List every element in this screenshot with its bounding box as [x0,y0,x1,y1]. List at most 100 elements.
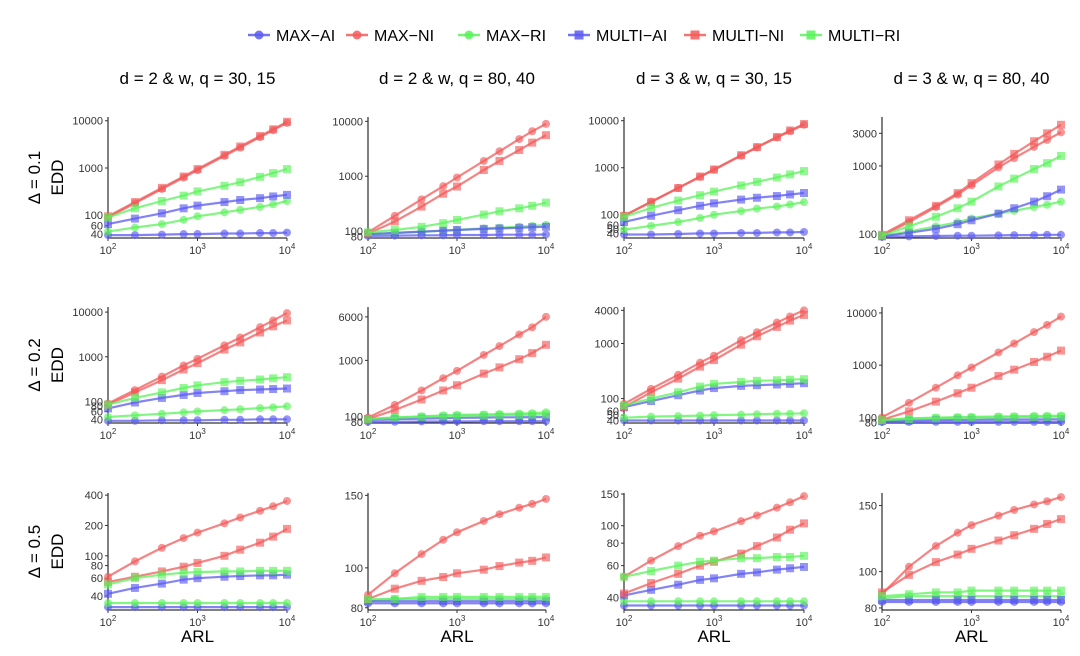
data-point [696,411,705,420]
data-point [157,376,166,385]
data-point [256,194,265,203]
data-point [528,127,537,136]
data-point [696,575,705,584]
data-point [236,415,245,424]
legend-label: MULTI−NI [712,28,784,45]
data-point [193,416,202,425]
x-tick-label: 102 [874,242,891,257]
legend-marker-square [690,30,700,40]
y-tick-label: 80 [91,401,103,413]
data-point [104,227,112,236]
data-point [967,179,976,188]
series-line [107,569,287,586]
data-point [236,567,245,576]
data-point [390,217,399,226]
data-point [269,169,278,178]
data-point [283,228,291,237]
data-point [157,416,166,425]
data-point [786,564,795,573]
series-multi-ai [878,596,1065,605]
data-point [696,201,705,210]
series-max-ni [104,496,291,581]
data-point [453,381,461,390]
data-point [647,585,656,594]
data-point [157,230,166,239]
x-tick-label: 103 [189,427,206,442]
y-axis-title: EDD [48,160,67,196]
data-point [647,388,656,397]
data-point [390,584,399,593]
data-point [453,592,461,601]
data-point [515,230,524,239]
data-point [967,197,976,206]
data-point [1043,230,1052,239]
data-point [439,182,448,191]
data-point [786,316,795,325]
data-point [283,316,291,325]
data-point [283,165,291,174]
data-point [953,588,962,597]
data-point [515,135,524,144]
data-point [193,381,202,390]
data-point [696,382,705,391]
data-point [256,415,265,424]
series-max-ri [620,409,808,422]
data-point [256,599,265,608]
row-label-delta: Δ = 0.5 [25,525,44,578]
data-point [104,589,112,598]
data-point [479,411,488,420]
data-point [479,224,488,233]
data-point [710,597,718,606]
data-point [256,571,265,580]
data-point [931,414,940,423]
data-point [994,596,1003,605]
series-line [367,316,547,419]
data-point [495,592,504,601]
series-line [881,131,1062,237]
data-point [453,215,461,224]
data-point [786,200,795,209]
data-point [904,398,913,407]
data-point [269,599,278,608]
y-tick-label: 400 [85,490,103,502]
data-point [737,181,746,190]
data-point [752,332,761,341]
data-point [495,562,504,571]
data-point [737,597,746,606]
x-tick-label: 104 [1053,242,1070,257]
data-point [752,554,761,563]
data-point [1010,231,1019,240]
y-tick-label: 3000 [853,128,877,140]
y-tick-label: 60 [91,406,103,418]
series-line [623,554,805,578]
data-point [236,376,245,385]
data-point [236,338,245,347]
data-point [439,592,448,601]
data-point [130,214,139,223]
data-point [179,562,188,571]
x-tick-label: 102 [360,427,377,442]
data-point [752,511,761,520]
data-point [130,204,139,213]
data-point [953,189,962,198]
data-point [417,597,426,606]
x-tick-label: 104 [279,427,296,442]
data-point [786,228,795,237]
x-axis-title: ARL [697,627,730,646]
data-point [528,556,537,565]
y-tick-label: 4000 [595,305,619,317]
x-tick-label: 104 [279,614,296,629]
data-point [904,570,913,579]
data-point [542,340,550,349]
series-multi-ai [620,189,808,227]
series-multi-ri [364,410,550,424]
data-point [439,597,448,606]
data-point [283,309,291,318]
data-point [495,342,504,351]
series-line [107,167,288,219]
data-point [157,388,166,397]
data-point [495,411,504,420]
legend-label: MULTI−AI [596,28,667,45]
data-point [283,384,291,393]
y-tick-label: 40 [91,229,103,241]
